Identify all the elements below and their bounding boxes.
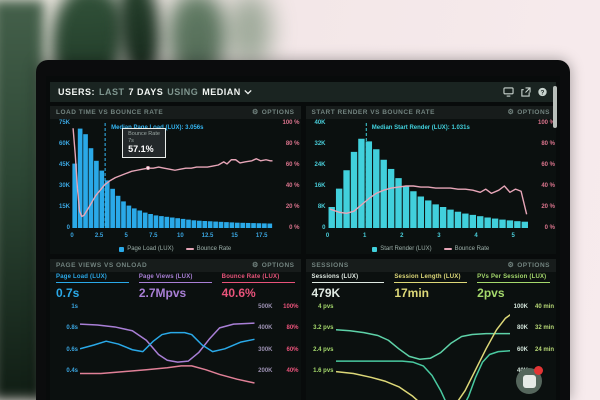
options-button[interactable]: ⚙ OPTIONS [507,109,550,116]
metric-page-views: Page Views (LUX) 2.7Mpvs [138,274,212,304]
sessions-line-chart[interactable] [336,307,511,400]
laptop: USERS: LAST 7 DAYS USING MEDIAN ? [36,60,570,400]
legend-bounce-rate[interactable]: Bounce Rate [185,246,231,252]
median-annotation: Median Start Render (LUX): 1.031s [371,125,470,131]
chat-widget-button[interactable] [516,366,543,394]
panel-title: PAGE VIEWS VS ONLOAD [56,262,148,269]
svg-text:?: ? [541,89,545,96]
options-button[interactable]: ⚙ OPTIONS [507,262,550,269]
panel-page-views-vs-onload: PAGE VIEWS VS ONLOAD ⚙ OPTIONS Page Load… [50,259,301,400]
panel-title: SESSIONS [311,262,349,269]
options-button[interactable]: ⚙ OPTIONS [251,262,295,269]
gear-icon: ⚙ [251,262,259,269]
options-button[interactable]: ⚙ OPTIONS [251,109,295,116]
metric-session-length: Session Length (LUX) 17min [394,274,468,304]
hover-point [145,166,150,171]
legend-swatch [443,248,452,250]
metric-value: 2.7Mpvs [138,286,187,300]
y-axis-right-ticks: 100 % 80 % 60 % 40 % 20 % 0 % [537,120,555,231]
y-axis-left-ticks: 4 pvs 3.2 pvs 2.4 pvs 1.6 pvs [313,304,334,374]
metric-sessions: Sessions (LUX) 479K [311,274,385,304]
timeframe-selector[interactable]: USERS: LAST 7 DAYS USING MEDIAN [58,87,241,97]
y-axis-left-ticks: 40K 32K 24K 16K 8K 0 [314,120,326,231]
panel-sessions: SESSIONS ⚙ OPTIONS Sessions (LUX) 479K S… [305,259,556,400]
notification-badge [534,366,543,375]
x-axis-ticks: 0 2.5 5 7.5 10 12.5 15 17.5 [70,233,268,239]
metric-value: 17min [394,286,430,300]
y-axis-left-ticks: 75K 60K 45K 30K 15K 0 [58,120,70,231]
legend-start-render[interactable]: Start Render (LUX) [372,246,432,252]
gear-icon: ⚙ [507,262,515,269]
gear-icon: ⚙ [507,109,515,116]
legend-swatch [185,248,194,250]
metric-value: 479K [311,286,341,300]
help-icon[interactable]: ? [537,87,548,97]
legend-bounce-rate[interactable]: Bounce Rate [443,246,489,252]
scrollbar[interactable] [553,86,557,128]
export-icon[interactable] [520,87,531,97]
y-axis-left-ticks: 1s 0.8s 0.6s 0.4s [66,304,78,374]
metric-bounce-rate: Bounce Rate (LUX) 40.6% [221,274,295,304]
dashboard-header: USERS: LAST 7 DAYS USING MEDIAN ? [50,82,556,102]
panel-load-time-vs-bounce-rate: LOAD TIME VS BOUNCE RATE ⚙ OPTIONS 75K 60… [50,106,301,254]
y-axis-right-ticks: 500K 100% 400K 80% 300K 60% 200K 40% [258,304,299,374]
plant-leaf [228,0,272,66]
legend-swatch [119,246,125,252]
panel-title: LOAD TIME VS BOUNCE RATE [56,109,164,116]
start-render-histogram[interactable]: Median Start Render (LUX): 1.031s [328,123,529,228]
metric-pvs-per-session: PVs Per Session (LUX) 2pvs [477,274,550,304]
metric-value: 2pvs [477,286,505,300]
legend-swatch [372,246,378,252]
chat-icon [522,374,536,388]
legend-page-load[interactable]: Page Load (LUX) [119,246,174,252]
gear-icon: ⚙ [251,109,259,116]
chart-legend: Page Load (LUX) Bounce Rate [50,246,301,252]
chevron-down-icon[interactable] [244,88,252,96]
y-axis-right-ticks: 100 % 80 % 60 % 40 % 20 % 0 % [282,120,300,231]
median-annotation: Median Page Load (LUX): 3.056s [111,125,204,131]
metric-value: 40.6% [221,286,256,300]
laptop-screen: USERS: LAST 7 DAYS USING MEDIAN ? [46,76,560,400]
panel-title: START RENDER VS BOUNCE RATE [311,109,435,116]
tooltip: Bounce Rate 7s 57.1% [122,128,166,159]
metric-page-load: Page Load (LUX) 0.7s [56,274,129,304]
load-time-histogram[interactable]: Median Page Load (LUX): 3.056s Bounce Ra… [72,123,273,228]
metric-value: 0.7s [56,286,80,300]
panel-start-render-vs-bounce-rate: START RENDER VS BOUNCE RATE ⚙ OPTIONS 40… [305,106,557,254]
page-views-line-chart[interactable] [80,307,255,400]
display-icon[interactable] [503,87,514,97]
chart-legend: Start Render (LUX) Bounce Rate [306,246,557,252]
